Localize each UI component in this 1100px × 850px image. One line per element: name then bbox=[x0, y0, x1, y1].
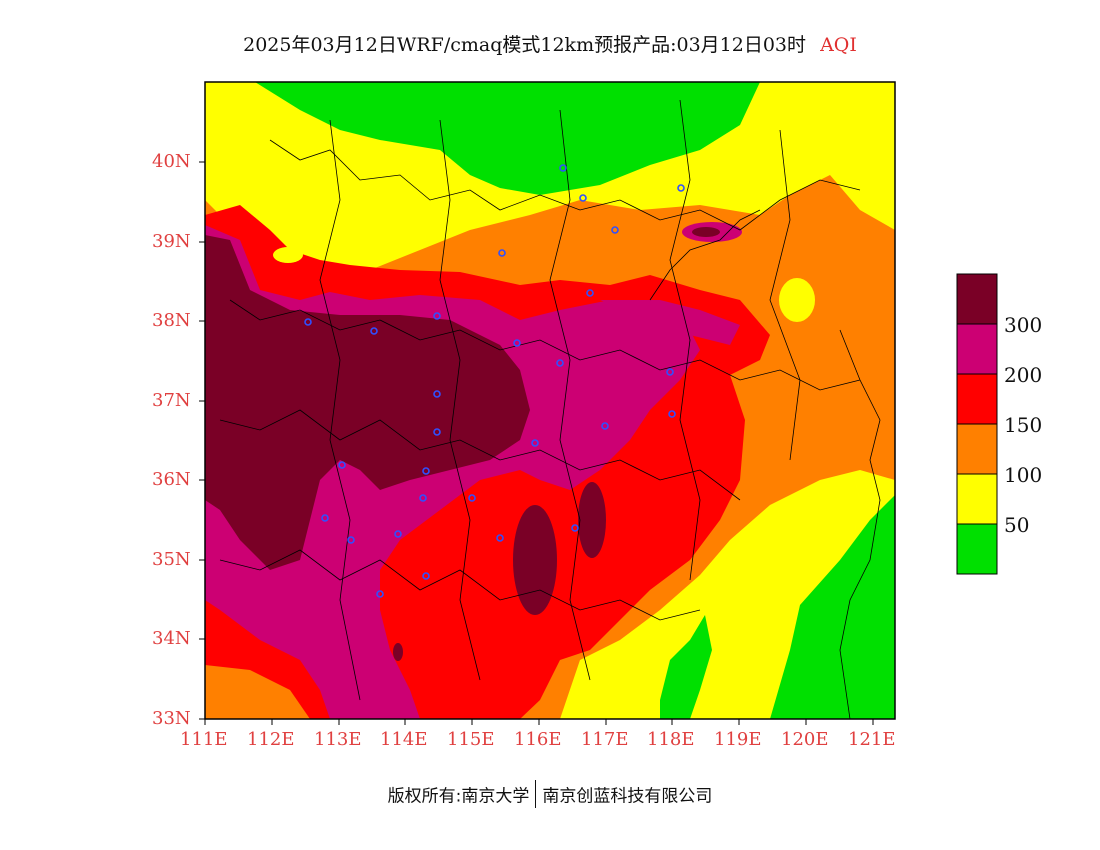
admin-boundaries bbox=[219, 99, 881, 719]
aqi-patch-yellow-west bbox=[273, 247, 303, 263]
monitoring-stations bbox=[304, 164, 685, 598]
title-variable: AQI bbox=[820, 34, 857, 56]
aqi-patch-magenta-east bbox=[600, 300, 740, 345]
lat-label-36n: 36N bbox=[152, 469, 191, 490]
lon-label-116e: 116E bbox=[514, 729, 562, 750]
legend-swatch-usg bbox=[957, 424, 997, 474]
lon-label-112e: 112E bbox=[247, 729, 295, 750]
lat-label-37n: 37N bbox=[152, 390, 191, 411]
aqi-patch-green-south bbox=[660, 615, 712, 719]
map-title: 2025年03月12日WRF/cmaq模式12km预报产品:03月12日03时 … bbox=[0, 30, 1100, 57]
aqi-patch-yellow-east bbox=[779, 278, 815, 322]
legend-label-50: 50 bbox=[1004, 513, 1030, 537]
aqi-band-0-50-north bbox=[255, 82, 760, 195]
copyright-left: 版权所有:南京大学 bbox=[387, 786, 530, 807]
copyright-divider bbox=[535, 780, 537, 808]
legend-label-150: 150 bbox=[1004, 413, 1043, 437]
legend-label-100: 100 bbox=[1004, 463, 1043, 487]
aqi-patch-hazardous-ne bbox=[692, 227, 720, 237]
copyright-notice: 版权所有:南京大学 南京创蓝科技有限公司 bbox=[0, 780, 1100, 808]
aqi-field bbox=[205, 82, 895, 719]
copyright-right: 南京创蓝科技有限公司 bbox=[542, 786, 713, 807]
lon-label-119e: 119E bbox=[714, 729, 762, 750]
legend-swatch-hazardous bbox=[957, 274, 997, 324]
legend-swatch-very-unhealthy bbox=[957, 324, 997, 374]
legend-swatch-moderate bbox=[957, 474, 997, 524]
lon-label-115e: 115E bbox=[447, 729, 495, 750]
aqi-patch-hazardous-2 bbox=[578, 482, 606, 558]
legend-label-200: 200 bbox=[1004, 363, 1043, 387]
lon-label-121e: 121E bbox=[848, 729, 896, 750]
lon-label-117e: 117E bbox=[581, 729, 629, 750]
legend-colorbar bbox=[956, 273, 998, 575]
lat-label-33n: 33N bbox=[152, 708, 191, 729]
lon-label-113e: 113E bbox=[314, 729, 362, 750]
title-main: 2025年03月12日WRF/cmaq模式12km预报产品:03月12日03时 bbox=[243, 34, 807, 56]
lat-label-34n: 34N bbox=[152, 628, 191, 649]
lon-label-118e: 118E bbox=[647, 729, 695, 750]
aqi-band-0-50-southeast bbox=[770, 495, 895, 719]
legend-swatch-good bbox=[957, 524, 997, 574]
legend-label-300: 300 bbox=[1004, 313, 1043, 337]
aqi-patch-orange-southwest bbox=[205, 665, 310, 719]
aqi-patch-hazardous-3 bbox=[393, 643, 403, 661]
legend-swatch-unhealthy bbox=[957, 374, 997, 424]
lon-label-111e: 111E bbox=[180, 729, 228, 750]
aqi-patch-hazardous-1 bbox=[513, 505, 557, 615]
lat-label-39n: 39N bbox=[152, 231, 191, 252]
aqi-band-50-100-ne bbox=[760, 82, 895, 95]
lon-label-114e: 114E bbox=[380, 729, 428, 750]
lat-label-35n: 35N bbox=[152, 549, 191, 570]
lat-label-38n: 38N bbox=[152, 310, 191, 331]
aqi-band-300-plus bbox=[205, 235, 530, 570]
axis-ticks bbox=[199, 161, 874, 725]
lon-label-120e: 120E bbox=[781, 729, 829, 750]
lat-label-40n: 40N bbox=[152, 151, 191, 172]
